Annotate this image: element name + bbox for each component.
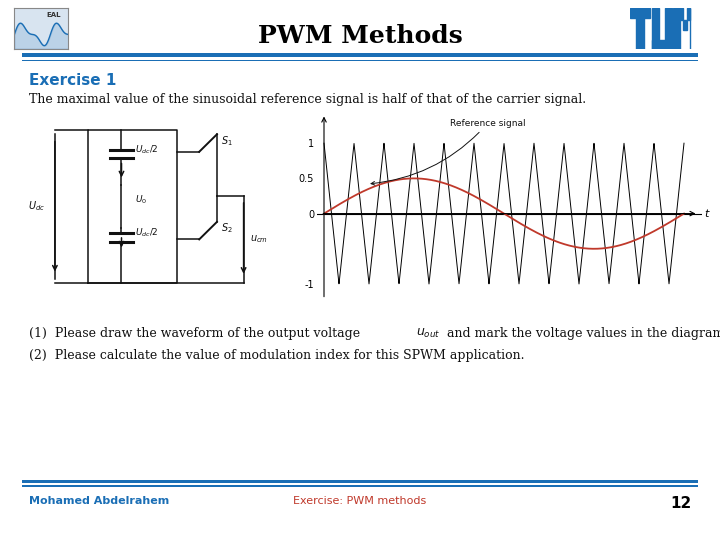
- Text: 12: 12: [670, 496, 691, 511]
- Bar: [688, 8, 690, 20]
- Bar: [636, 18, 644, 49]
- Text: $u_{cm}$: $u_{cm}$: [251, 233, 269, 245]
- Text: and mark the voltage values in the diagram.: and mark the voltage values in the diagr…: [443, 327, 720, 340]
- Text: $U_{dc}$: $U_{dc}$: [28, 200, 45, 213]
- Text: $S_1$: $S_1$: [221, 134, 233, 148]
- Text: (2)  Please calculate the value of modulation index for this SPWM application.: (2) Please calculate the value of modula…: [29, 349, 524, 362]
- Text: Exercise: PWM methods: Exercise: PWM methods: [293, 496, 427, 506]
- Text: The maximal value of the sinusoidal reference signal is half of that of the carr: The maximal value of the sinusoidal refe…: [29, 93, 586, 106]
- Bar: [673, 8, 680, 49]
- Bar: [652, 40, 670, 49]
- Text: Reference signal: Reference signal: [371, 119, 526, 185]
- Bar: [665, 8, 672, 49]
- Text: Exercise 1: Exercise 1: [29, 73, 116, 88]
- Text: $U_{dc}/2$: $U_{dc}/2$: [135, 143, 158, 156]
- Bar: [630, 8, 650, 18]
- Text: PWM Methods: PWM Methods: [258, 24, 462, 48]
- Text: $U_0$: $U_0$: [135, 194, 147, 206]
- Text: t: t: [704, 208, 708, 219]
- Bar: [683, 20, 688, 30]
- Text: $U_{dc}/2$: $U_{dc}/2$: [135, 227, 158, 239]
- Text: (1)  Please draw the waveform of the output voltage: (1) Please draw the waveform of the outp…: [29, 327, 364, 340]
- Bar: [680, 8, 683, 20]
- Bar: [652, 8, 660, 49]
- Text: EAL: EAL: [46, 12, 60, 18]
- Text: $u_{out}$: $u_{out}$: [416, 327, 441, 340]
- Text: $S_2$: $S_2$: [221, 221, 233, 235]
- Text: Mohamed Abdelrahem: Mohamed Abdelrahem: [29, 496, 169, 506]
